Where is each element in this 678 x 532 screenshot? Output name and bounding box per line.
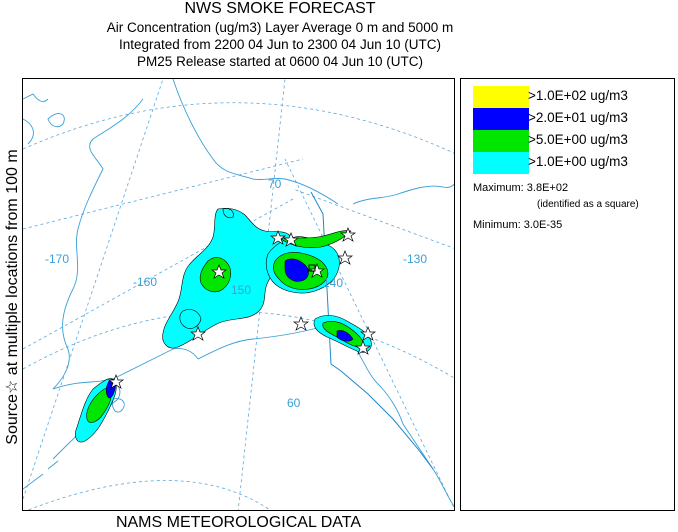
plume-northeast-level2 — [280, 230, 352, 249]
lat-line-50 — [27, 480, 271, 510]
kodiak-island — [112, 398, 125, 413]
bering-lake — [47, 113, 65, 128]
alaska-north-coast — [172, 79, 339, 205]
aleutian-islands — [23, 460, 59, 490]
source-star-icon — [269, 230, 287, 245]
integration-period: Integrated from 2200 04 Jun to 2300 04 J… — [119, 37, 441, 52]
source-star-icon — [308, 263, 326, 278]
lon-label-170: -170 — [45, 252, 69, 266]
lon-label-160: -160 — [133, 275, 157, 289]
lat-label-70: 70 — [268, 177, 282, 191]
gulf-of-alaska-coast — [197, 326, 454, 508]
source-star-icon — [189, 326, 207, 341]
minimum-value: Minimum: 3.0E-35 — [473, 219, 563, 231]
maximum-value: Maximum: 3.8E+02 — [473, 182, 569, 194]
legend-label: >1.0E+02 ug/m3 — [528, 88, 628, 103]
smoke-plumes — [75, 207, 372, 443]
plume-south-level1 — [179, 309, 202, 329]
legend-swatch — [473, 108, 529, 130]
legend-swatch — [473, 130, 529, 152]
layer-description: Air Concentration (ug/m3) Layer Average … — [106, 20, 454, 35]
legend-swatch — [473, 152, 529, 174]
lat-line-60 — [23, 311, 454, 379]
lon-line-140 — [284, 158, 454, 509]
lat-label-60: 60 — [287, 396, 301, 410]
source-star-icon — [292, 316, 310, 331]
lon-label-140: 140 — [323, 276, 343, 290]
maximum-square-icon — [308, 264, 316, 272]
source-star-icon — [210, 264, 228, 279]
legend-label: >1.0E+00 ug/m3 — [528, 154, 628, 169]
lon-line-170 — [23, 158, 304, 230]
canada-coast — [352, 183, 454, 205]
lon-line-180 — [23, 79, 164, 500]
smoke-map: -170 -160 150 140 -130 70 60 — [23, 79, 454, 510]
release-time: PM25 Release started at 0600 04 Jun 10 (… — [137, 54, 423, 69]
maximum-note: (identified as a square) — [537, 199, 639, 210]
source-star-icon — [282, 232, 300, 247]
plume-yukon-level3 — [336, 330, 354, 342]
source-star-icon — [339, 227, 357, 242]
source-star-icon — [359, 326, 377, 341]
alaska-peninsula — [52, 348, 199, 460]
legend-panel: >1.0E+02 ug/m3 >2.0E+01 ug/m3 >5.0E+00 u… — [460, 78, 675, 511]
legend-label: >5.0E+00 ug/m3 — [528, 132, 628, 147]
map-title: NWS SMOKE FORECAST — [184, 0, 376, 17]
source-star-icon — [336, 250, 354, 265]
map-panel: -170 -160 150 140 -130 70 60 — [22, 78, 455, 511]
lon-line-130 — [292, 188, 454, 249]
data-source-footer: NAMS METEOROLOGICAL DATA — [115, 514, 362, 531]
lon-label-130: -130 — [403, 252, 427, 266]
graticule-labels: -170 -160 150 140 -130 70 60 — [45, 177, 427, 410]
legend-label: >2.0E+01 ug/m3 — [528, 110, 628, 125]
chukotka-coast — [23, 93, 49, 145]
legend-swatch — [473, 86, 529, 108]
plume-small-level1 — [222, 208, 234, 219]
source-star-icon — [354, 340, 372, 355]
plume-east-level3 — [284, 258, 309, 282]
source-star-icon — [107, 374, 125, 389]
lon-label-150: 150 — [231, 283, 251, 297]
source-markers — [107, 227, 377, 389]
alaska-west-coast — [52, 98, 144, 390]
lat-line-70 — [23, 102, 454, 154]
source-description: Source☆ at multiple locations from 100 m — [4, 149, 21, 445]
